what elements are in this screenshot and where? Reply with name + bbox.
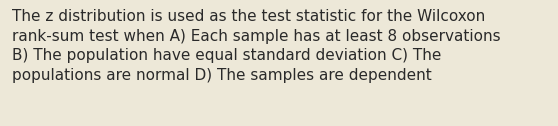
Text: The z distribution is used as the test statistic for the Wilcoxon
rank-sum test : The z distribution is used as the test s… bbox=[12, 9, 501, 83]
